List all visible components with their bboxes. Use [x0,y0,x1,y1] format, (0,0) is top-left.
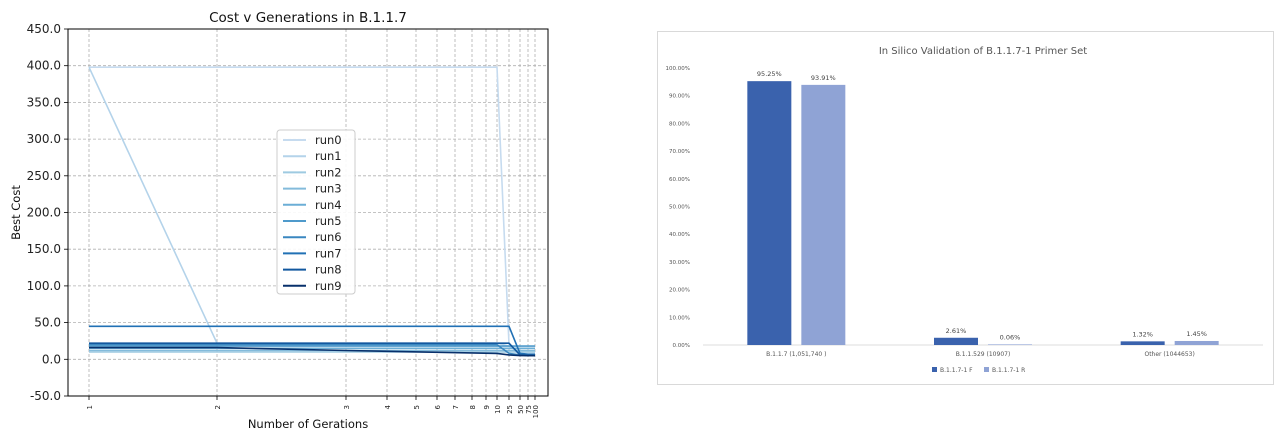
y-tick-label: 200.0 [27,206,61,220]
x-tick-label: 1 [86,405,94,409]
cost-generations-chart: 1 2 3 4 5 6 7 8 9 10 25 50 75 100 -50.0 0.0 50.0 100.0 150… [9,10,549,429]
bar-data-label: 93.91% [811,74,836,82]
x-tick-label: 4 [384,404,392,409]
y-tick-label: 80.00% [669,121,690,127]
y-tick-label: 300.0 [27,132,61,146]
y-tick-label: 100.00% [666,66,690,72]
x-tick-label: 9 [483,405,491,409]
bar-B-1-1-7-1-F-2 [1120,341,1165,345]
bar-data-label: 2.61% [946,327,967,335]
x-category-label: B.1.1.7 (1,051,740 ) [766,351,826,358]
y-tick-label: 350.0 [27,95,61,109]
legend-label-run0: run0 [315,133,342,147]
x-tick-label: 50 [517,405,525,414]
y-tick-label: 150.0 [27,242,61,256]
legend-label-run6: run6 [315,230,342,244]
bar-B-1-1-7-1-R-1 [988,344,1032,345]
y-tick-label: 30.00% [669,260,690,266]
y-tick-label: 20.00% [669,288,690,294]
primer-validation-chart-panel: In Silico Validation of B.1.1.7-1 Primer… [657,31,1274,385]
y-tick-label: 70.00% [669,149,690,155]
legend-label-run1: run1 [315,149,342,163]
y-tick-label: 0.00% [673,343,690,349]
y-tick-label: -50.0 [30,389,61,403]
x-category-label: B.1.1.529 (10907) [956,351,1011,358]
bar-B-1-1-7-1-R-2 [1174,340,1219,345]
x-axis-label: Number of Gerations [248,417,368,429]
bar-B-1-1-7-1-F-0 [747,81,792,345]
x-tick-label: 75 [525,405,533,414]
legend-label-1: B.1.1.7-1 R [992,367,1025,374]
bar-B-1-1-7-1-R-0 [801,84,846,346]
x-tick-label: 25 [506,405,514,414]
legend-swatch-1 [984,367,989,372]
primer-validation-chart: In Silico Validation of B.1.1.7-1 Primer… [666,46,1263,374]
y-tick-label: 90.00% [669,94,690,100]
bar-data-label: 95.25% [757,70,782,78]
bar-B-1-1-7-1-F-1 [934,337,978,345]
bar-data-label: 0.06% [1000,333,1021,341]
bar-data-label: 1.45% [1186,330,1207,338]
bar-data-label: 1.32% [1132,330,1153,338]
legend-label-0: B.1.1.7-1 F [940,367,973,374]
series-line-run9 [89,346,535,357]
x-tick-label: 5 [413,405,421,409]
series-line-run7 [89,325,535,356]
legend-label-run8: run8 [315,263,342,277]
x-tick-label: 10 [494,405,502,414]
y-axis-label: Best Cost [9,185,23,240]
y-tick-label: 100.0 [27,279,61,293]
legend-label-run4: run4 [315,198,342,212]
plot-frame [67,28,549,397]
x-tick-label: 7 [452,405,460,409]
legend-label-run7: run7 [315,246,342,260]
x-tick-label: 3 [343,405,351,409]
y-tick-label: 250.0 [27,169,61,183]
legend: run0 run1 run2 run3 run4 run5 run6 run7 run8 run9 [276,129,356,295]
legend-label-run5: run5 [315,214,342,228]
y-tick-label: 400.0 [27,59,61,73]
legend-label-run3: run3 [315,182,342,196]
y-tick-label: 10.00% [669,315,690,321]
y-tick-label: 50.0 [34,316,61,330]
y-tick-label: 60.00% [669,177,690,183]
x-category-label: Other (1044653) [1144,351,1194,358]
legend-swatch-0 [932,367,937,372]
y-tick-label: 40.00% [669,232,690,238]
x-tick-label: 2 [214,405,222,409]
legend-label-run9: run9 [315,279,342,293]
y-tick-label: 450.0 [27,22,61,36]
legend-label-run2: run2 [315,165,342,179]
chart-title: Cost v Generations in B.1.1.7 [209,10,407,26]
x-tick-label: 6 [434,404,442,409]
x-tick-label: 8 [469,405,477,409]
y-tick-label: 50.00% [669,205,690,211]
legend: B.1.1.7-1 F B.1.1.7-1 R [932,367,1025,374]
x-tick-label: 100 [532,405,540,418]
y-tick-label: 0.0 [42,352,61,366]
chart-title: In Silico Validation of B.1.1.7-1 Primer… [879,46,1087,57]
